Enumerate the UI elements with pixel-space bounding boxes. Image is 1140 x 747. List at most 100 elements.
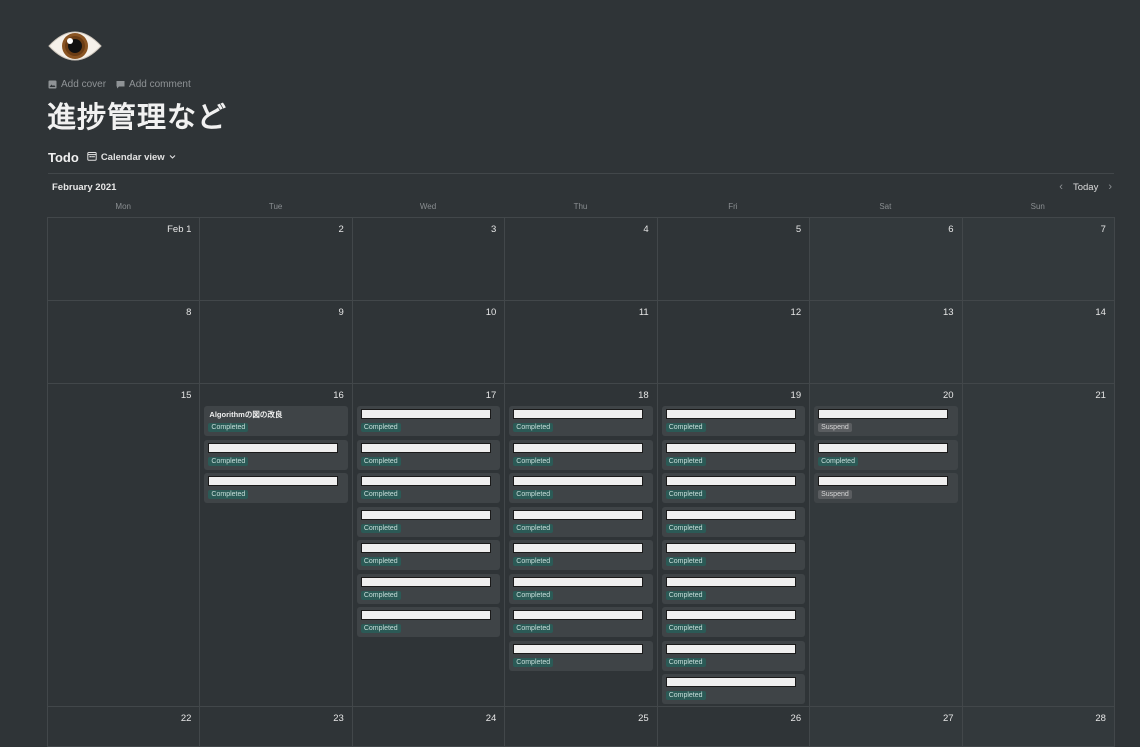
chevron-right-icon[interactable]: ›	[1108, 181, 1112, 193]
event-card[interactable]: Completed	[661, 506, 806, 537]
event-card[interactable]: Completed	[509, 607, 653, 637]
event-card[interactable]: Completed	[661, 439, 806, 470]
calendar-day[interactable]: 25	[505, 707, 658, 747]
month-label: February 2021	[52, 182, 117, 193]
calendar-day[interactable]: 18 Completed Completed Completed Completed Co…	[505, 384, 658, 707]
event-card[interactable]: Completed	[204, 439, 348, 470]
day-number: 7	[1100, 224, 1106, 235]
calendar-day[interactable]: 21	[962, 384, 1115, 707]
divider	[48, 173, 1114, 174]
calendar-day[interactable]: 15	[48, 384, 201, 707]
event-card[interactable]: Completed	[356, 573, 501, 604]
event-card[interactable]: Completed	[509, 439, 653, 470]
calendar-day[interactable]: 8	[48, 301, 201, 384]
day-number: 4	[643, 224, 649, 235]
image-icon	[48, 80, 57, 89]
calendar-day[interactable]: 7	[962, 218, 1115, 301]
calendar-day[interactable]: 14	[962, 301, 1115, 384]
calendar-day[interactable]: 12	[657, 301, 811, 384]
day-number: 21	[1095, 390, 1106, 401]
chevron-left-icon[interactable]: ‹	[1059, 181, 1063, 193]
event-card[interactable]: Completed	[509, 573, 653, 604]
event-card[interactable]: Completed	[509, 506, 653, 537]
calendar-day[interactable]: 5	[657, 218, 811, 301]
redacted-title	[665, 442, 796, 453]
status-badge: Completed	[360, 624, 401, 633]
status-badge: Suspend	[818, 490, 852, 499]
day-number: 11	[638, 307, 649, 318]
status-badge: Completed	[665, 590, 706, 600]
event-card[interactable]: Completed	[509, 473, 653, 503]
day-number: 13	[942, 307, 954, 318]
today-button[interactable]: Today	[1072, 181, 1099, 193]
calendar-day[interactable]: 10	[352, 301, 506, 384]
status-badge: Completed	[513, 490, 554, 499]
status-badge: Completed	[665, 490, 706, 499]
event-card[interactable]: Completed	[356, 607, 501, 637]
weekday-label: Fri	[728, 202, 738, 211]
event-card[interactable]: Completed	[661, 540, 806, 570]
day-number: 28	[1095, 713, 1106, 724]
event-card[interactable]: Suspend	[814, 406, 958, 436]
calendar-day[interactable]: 4	[505, 218, 658, 301]
redacted-title	[513, 409, 644, 419]
day-number: 26	[790, 713, 802, 724]
eye-icon[interactable]	[46, 22, 104, 70]
event-card[interactable]: Completed	[356, 473, 501, 503]
calendar-day[interactable]: 16 Algorithmの図の改良 Completed Completed Comple…	[200, 384, 353, 707]
calendar-day[interactable]: 19 Completed Completed Completed Completed Co…	[657, 384, 811, 707]
event-card[interactable]: Completed	[356, 540, 501, 570]
day-number: 25	[638, 713, 649, 724]
event-card[interactable]: Completed	[356, 506, 501, 537]
status-badge: Completed	[360, 423, 401, 432]
event-card[interactable]: Completed	[661, 674, 806, 704]
redacted-title	[665, 476, 796, 486]
calendar-day[interactable]: 26	[657, 707, 811, 747]
event-card[interactable]: Completed	[356, 406, 501, 436]
event-card[interactable]: Suspend	[814, 473, 958, 503]
status-badge: Completed	[513, 523, 554, 533]
calendar-day[interactable]: 22	[48, 707, 201, 747]
calendar-day[interactable]: Feb 1	[48, 218, 201, 301]
event-card[interactable]: Completed	[661, 573, 806, 604]
status-badge: Completed	[513, 456, 554, 466]
calendar-day[interactable]: 3	[352, 218, 506, 301]
status-badge: Completed	[360, 456, 401, 466]
calendar-day[interactable]: 6	[810, 218, 963, 301]
status-badge: Completed	[360, 523, 401, 533]
calendar-day[interactable]: 13	[810, 301, 963, 384]
calendar-day[interactable]: 9	[200, 301, 353, 384]
calendar-day[interactable]: 11	[505, 301, 658, 384]
calendar-day[interactable]: 24	[352, 707, 506, 747]
database-title[interactable]: Todo	[48, 150, 79, 165]
event-card[interactable]: Completed	[204, 473, 348, 503]
event-card[interactable]: Algorithmの図の改良 Completed	[204, 406, 348, 436]
calendar-day[interactable]: 23	[200, 707, 353, 747]
redacted-title	[818, 442, 949, 453]
event-card[interactable]: Completed	[661, 640, 806, 671]
event-card[interactable]: Completed	[356, 439, 501, 470]
view-switcher[interactable]: Calendar view	[87, 151, 176, 164]
calendar-day[interactable]: 28	[962, 707, 1115, 747]
weekday-header: Mon Tue Wed Thu Fri Sat Sun	[47, 202, 1114, 211]
event-card[interactable]: Completed	[661, 406, 806, 436]
calendar-day[interactable]: 2	[200, 218, 353, 301]
event-card[interactable]: Completed	[661, 607, 806, 637]
redacted-title	[360, 610, 491, 620]
calendar-day[interactable]: 17 Completed Completed Completed Completed Co…	[352, 384, 506, 707]
page-title[interactable]: 進捗管理など	[47, 102, 228, 134]
event-card[interactable]: Completed	[814, 439, 958, 470]
add-cover-button[interactable]: Add cover	[48, 79, 106, 90]
event-card[interactable]: Completed	[509, 540, 653, 570]
day-number: 10	[485, 307, 497, 318]
event-card[interactable]: Completed	[661, 473, 806, 503]
event-card[interactable]: Completed	[509, 640, 653, 671]
add-comment-button[interactable]: Add comment	[116, 79, 191, 90]
redacted-title	[665, 509, 796, 520]
status-badge: Completed	[360, 590, 401, 600]
calendar-day[interactable]: 27	[810, 707, 963, 747]
redacted-title	[360, 409, 491, 419]
status-badge: Completed	[360, 490, 401, 499]
calendar-day[interactable]: 20 Suspend Completed Suspend	[810, 384, 963, 707]
event-card[interactable]: Completed	[509, 406, 653, 436]
